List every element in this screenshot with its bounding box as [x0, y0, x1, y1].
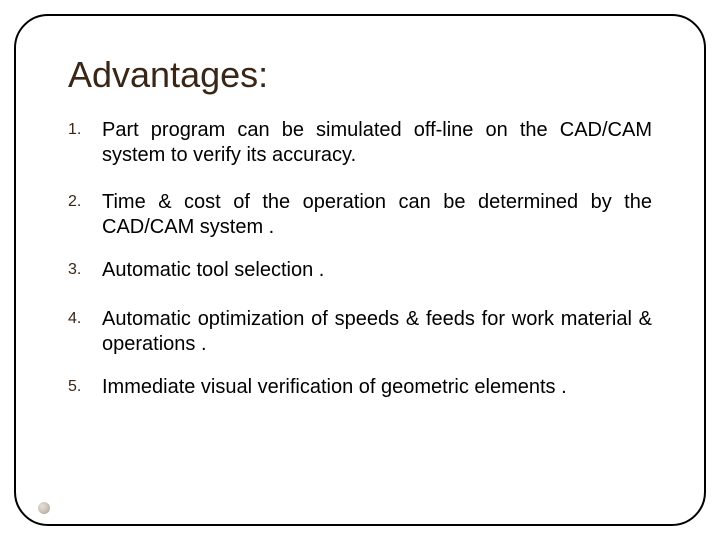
list-item: Automatic optimization of speeds & feeds… [68, 307, 652, 357]
list-item: Time & cost of the operation can be dete… [68, 190, 652, 240]
list-item: Automatic tool selection . [68, 258, 652, 283]
slide: Advantages: Part program can be simulate… [0, 0, 720, 540]
decorative-dot-icon [38, 502, 50, 514]
advantages-list: Part program can be simulated off-line o… [68, 118, 652, 400]
slide-frame: Advantages: Part program can be simulate… [14, 14, 706, 526]
list-item: Part program can be simulated off-line o… [68, 118, 652, 168]
slide-title: Advantages: [68, 54, 652, 96]
list-item: Immediate visual verification of geometr… [68, 375, 652, 400]
